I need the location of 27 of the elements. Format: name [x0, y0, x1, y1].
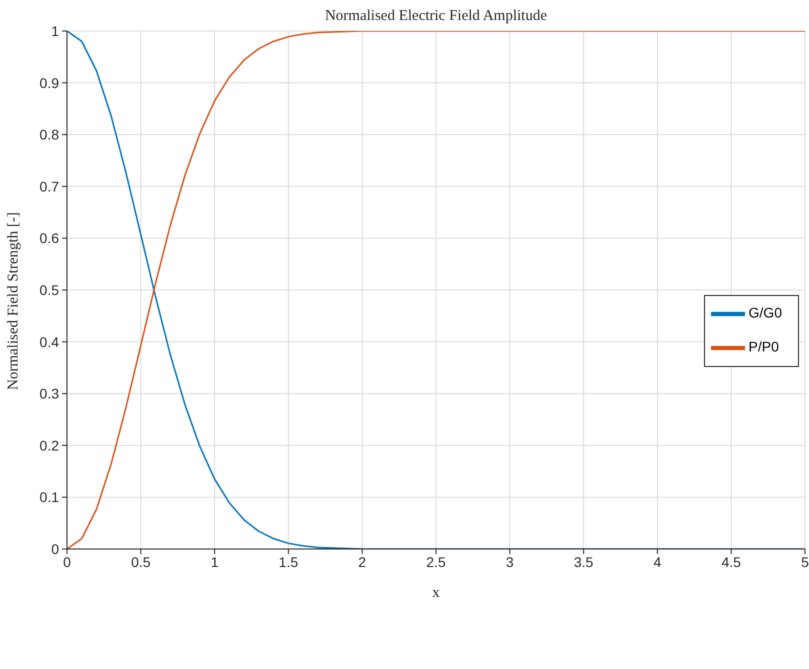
x-tick-label: 2 [358, 554, 366, 570]
y-tick-label: 0.4 [40, 334, 60, 350]
x-tick-label: 0 [63, 554, 72, 570]
x-tick-label: 1 [210, 554, 219, 570]
y-tick-label: 0.6 [40, 230, 60, 246]
x-tick-label: 2.5 [426, 554, 446, 570]
y-tick-label: 0.8 [40, 126, 60, 143]
legend-label: P/P0 [748, 338, 779, 355]
x-tick-label: 4.5 [721, 554, 742, 570]
x-tick-label: 4 [654, 554, 662, 570]
y-tick-label: 1 [51, 22, 60, 39]
x-tick-label: 1.5 [278, 554, 298, 570]
x-tick-label: 3.5 [574, 554, 594, 570]
y-axis-title: Normalised Field Strength [-] [5, 212, 22, 390]
y-tick-label: 0.9 [40, 74, 60, 91]
x-tick-label: 3 [506, 554, 514, 570]
y-tick-label: 0.7 [40, 178, 60, 194]
y-tick-label: 0.5 [40, 282, 60, 298]
y-tick-label: 0 [51, 540, 60, 557]
legend-label: G/G0 [748, 304, 782, 321]
y-tick-label: 0.2 [40, 437, 60, 454]
y-tick-label: 0.1 [40, 489, 60, 506]
x-axis-title: x [432, 585, 440, 601]
x-tick-label: 0.5 [131, 554, 151, 570]
x-tick-label: 5 [801, 554, 809, 570]
chart-title: Normalised Electric Field Amplitude [324, 8, 548, 24]
y-tick-label: 0.3 [40, 386, 60, 402]
